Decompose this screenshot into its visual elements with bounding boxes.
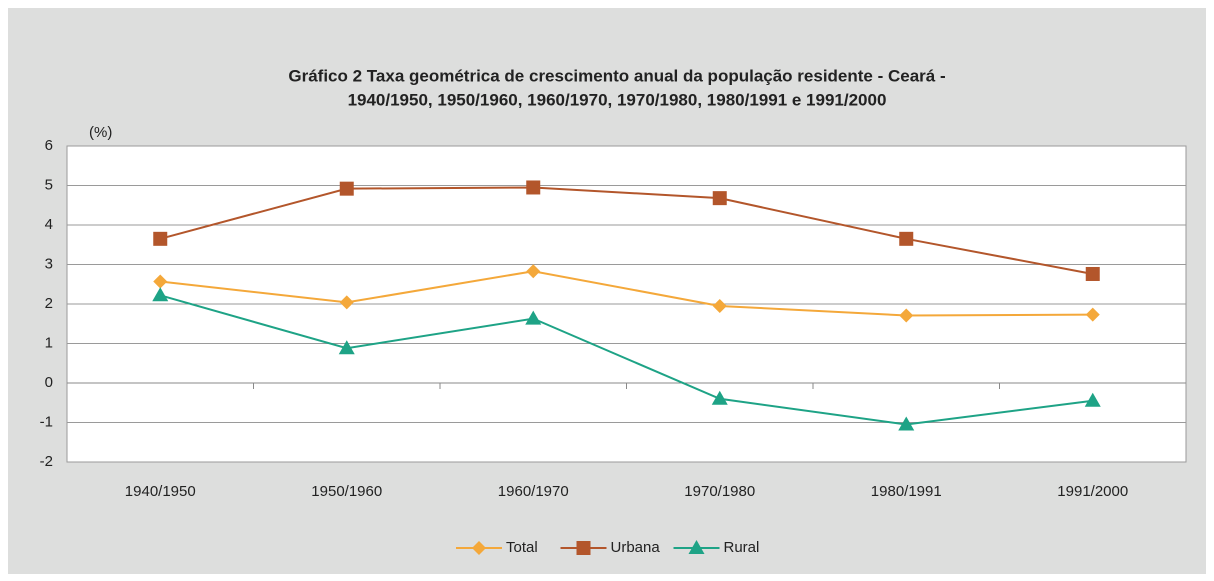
x-tick-label: 1940/1950 bbox=[125, 483, 196, 500]
legend-label: Rural bbox=[724, 539, 760, 556]
y-tick-label: -1 bbox=[40, 413, 53, 430]
point bbox=[898, 416, 915, 431]
point bbox=[339, 295, 354, 310]
x-tick-label: 1970/1980 bbox=[684, 483, 755, 500]
point bbox=[526, 264, 541, 279]
series-line bbox=[159, 294, 1093, 426]
chart-title: 1940/1950, 1950/1960, 1960/1970, 1970/19… bbox=[348, 90, 887, 109]
point bbox=[525, 310, 542, 325]
x-tick-label: 1960/1970 bbox=[498, 483, 569, 500]
y-tick-label: 4 bbox=[45, 216, 53, 233]
point bbox=[1085, 307, 1100, 322]
point bbox=[1085, 266, 1100, 281]
x-tick-label: 1980/1991 bbox=[871, 483, 942, 500]
point bbox=[711, 390, 728, 405]
point bbox=[1084, 392, 1101, 407]
y-axis-label: (%) bbox=[89, 124, 112, 141]
point bbox=[899, 231, 914, 246]
point bbox=[153, 274, 168, 289]
point bbox=[526, 180, 541, 195]
series-line bbox=[159, 186, 1093, 275]
y-tick-label: 3 bbox=[45, 255, 53, 272]
legend-label: Urbana bbox=[611, 539, 661, 556]
legend-marker bbox=[688, 540, 705, 554]
chart-title: Gráfico 2 Taxa geométrica de crescimento… bbox=[288, 66, 945, 85]
point bbox=[338, 340, 355, 355]
x-tick-label: 1950/1960 bbox=[311, 483, 382, 500]
point bbox=[153, 231, 168, 246]
y-tick-label: 0 bbox=[45, 374, 53, 391]
y-tick-label: -2 bbox=[40, 453, 53, 470]
x-tick-label: 1991/2000 bbox=[1057, 483, 1128, 500]
legend-label: Total bbox=[506, 539, 538, 556]
series-line bbox=[160, 270, 1093, 317]
y-tick-label: 6 bbox=[45, 137, 53, 154]
y-tick-label: 1 bbox=[45, 334, 53, 351]
y-tick-label: 5 bbox=[45, 176, 53, 193]
point bbox=[712, 191, 727, 206]
legend-marker bbox=[576, 541, 591, 555]
point bbox=[152, 287, 169, 302]
point bbox=[339, 181, 354, 196]
legend-marker bbox=[472, 541, 486, 555]
point bbox=[712, 298, 727, 313]
y-tick-label: 2 bbox=[45, 295, 53, 312]
point bbox=[899, 308, 914, 323]
